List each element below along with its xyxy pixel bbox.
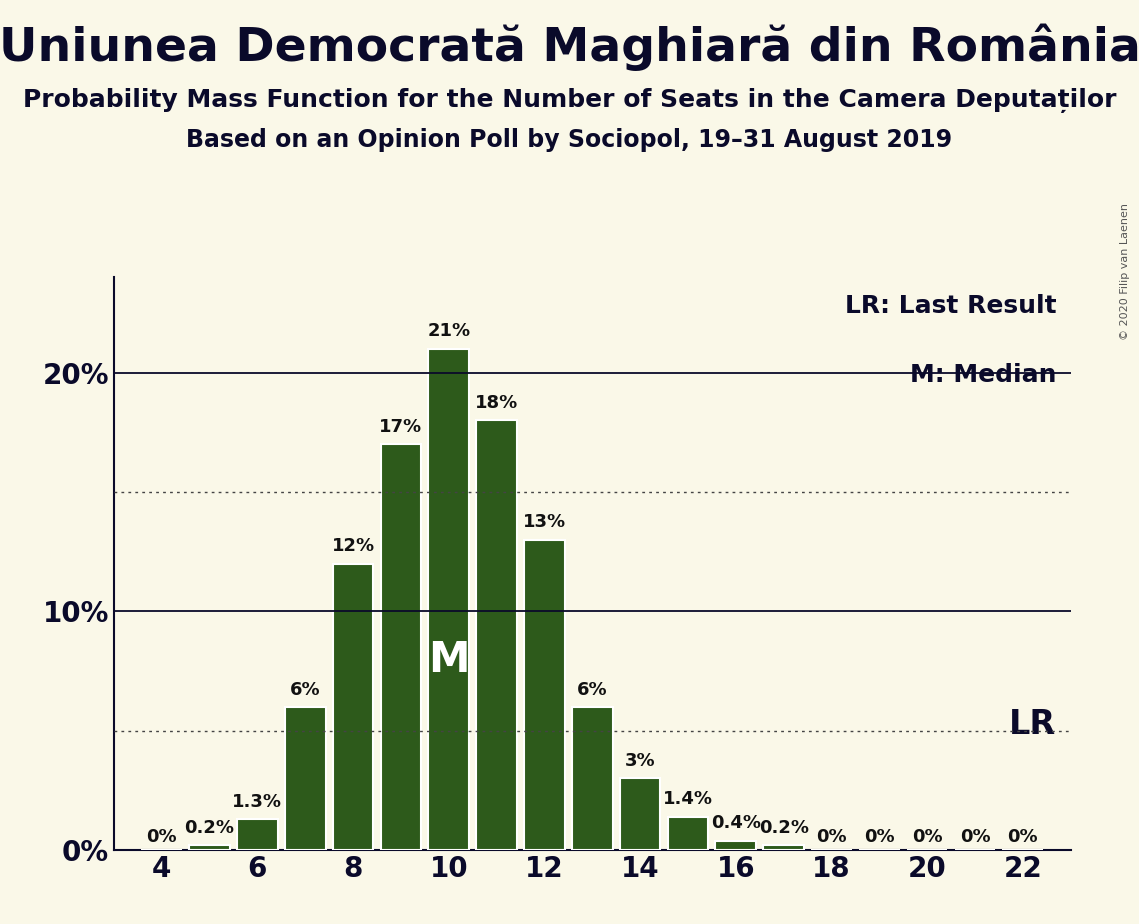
Bar (237, 819, 278, 850)
Text: 12%: 12% (331, 537, 375, 555)
Text: Probability Mass Function for the Number of Seats in the Camera Deputaților: Probability Mass Function for the Number… (23, 88, 1116, 113)
Bar (667, 817, 708, 850)
Text: LR: Last Result: LR: Last Result (845, 295, 1056, 319)
Text: Based on an Opinion Poll by Sociopol, 19–31 August 2019: Based on an Opinion Poll by Sociopol, 19… (187, 128, 952, 152)
Bar (428, 349, 469, 850)
Text: 0%: 0% (865, 829, 894, 846)
Text: 1.3%: 1.3% (232, 793, 282, 810)
Bar (380, 444, 421, 850)
Bar (189, 845, 230, 850)
Text: LR: LR (1009, 708, 1056, 740)
Text: M: M (428, 638, 469, 681)
Text: 17%: 17% (379, 418, 423, 436)
Text: Uniunea Democrată Maghiară din România: Uniunea Democrată Maghiară din România (0, 23, 1139, 70)
Text: 0%: 0% (817, 829, 846, 846)
Text: 13%: 13% (523, 514, 566, 531)
Text: © 2020 Filip van Laenen: © 2020 Filip van Laenen (1121, 203, 1130, 340)
Text: 0.2%: 0.2% (185, 819, 235, 837)
Text: 21%: 21% (427, 322, 470, 340)
Text: 1.4%: 1.4% (663, 790, 713, 808)
Text: 3%: 3% (625, 752, 655, 770)
Text: 0%: 0% (147, 829, 177, 846)
Text: 0%: 0% (1008, 829, 1038, 846)
Bar (476, 420, 517, 850)
Text: 0.4%: 0.4% (711, 814, 761, 833)
Bar (715, 841, 756, 850)
Bar (620, 778, 661, 850)
Bar (333, 564, 374, 850)
Text: 18%: 18% (475, 394, 518, 412)
Text: 6%: 6% (290, 680, 320, 699)
Bar (763, 845, 804, 850)
Text: 0%: 0% (912, 829, 942, 846)
Bar (524, 540, 565, 850)
Bar (572, 707, 613, 850)
Text: M: Median: M: Median (910, 363, 1056, 387)
Text: 0%: 0% (960, 829, 990, 846)
Text: 6%: 6% (577, 680, 607, 699)
Bar (285, 707, 326, 850)
Text: 0.2%: 0.2% (759, 819, 809, 837)
